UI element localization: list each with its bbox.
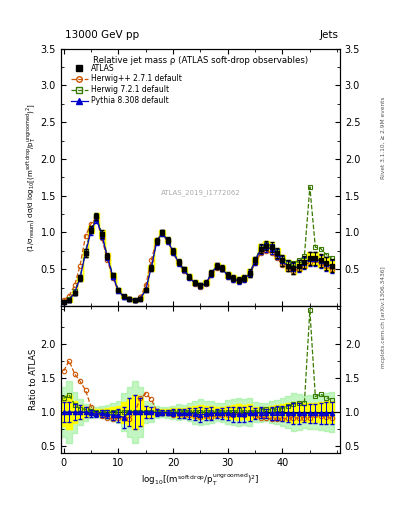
Y-axis label: (1/σ$_{\mathrm{resum}}$) dσ/d log$_{10}$[(m$^{\mathrm{soft\,drop}}$/p$_{\mathrm{: (1/σ$_{\mathrm{resum}}$) dσ/d log$_{10}$… bbox=[24, 103, 38, 252]
X-axis label: log$_{10}$[(m$^{\rm soft\,drop}$/p$_{\rm T}^{\rm ungroomed}$)$^2$]: log$_{10}$[(m$^{\rm soft\,drop}$/p$_{\rm… bbox=[141, 472, 260, 488]
Legend: ATLAS, Herwig++ 2.7.1 default, Herwig 7.2.1 default, Pythia 8.308 default: ATLAS, Herwig++ 2.7.1 default, Herwig 7.… bbox=[70, 63, 183, 106]
Text: mcplots.cern.ch [arXiv:1306.3436]: mcplots.cern.ch [arXiv:1306.3436] bbox=[381, 267, 386, 368]
Y-axis label: Ratio to ATLAS: Ratio to ATLAS bbox=[29, 349, 38, 410]
Text: Jets: Jets bbox=[320, 30, 339, 40]
Text: Relative jet mass ρ (ATLAS soft-drop observables): Relative jet mass ρ (ATLAS soft-drop obs… bbox=[93, 56, 308, 66]
Text: Rivet 3.1.10, ≥ 2.9M events: Rivet 3.1.10, ≥ 2.9M events bbox=[381, 97, 386, 180]
Text: ATLAS_2019_I1772062: ATLAS_2019_I1772062 bbox=[161, 189, 240, 196]
Text: 13000 GeV pp: 13000 GeV pp bbox=[65, 30, 139, 40]
